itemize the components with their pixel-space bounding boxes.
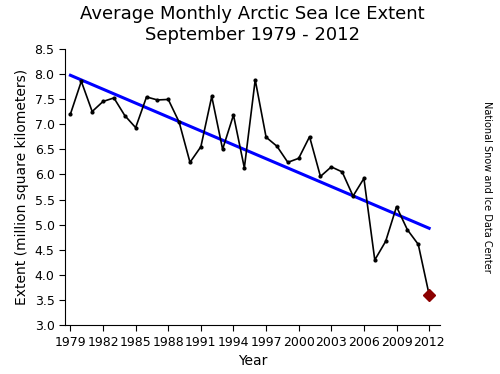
Text: National Snow and Ice Data Center: National Snow and Ice Data Center: [482, 101, 492, 273]
X-axis label: Year: Year: [238, 354, 267, 368]
Title: Average Monthly Arctic Sea Ice Extent
September 1979 - 2012: Average Monthly Arctic Sea Ice Extent Se…: [80, 6, 425, 44]
Y-axis label: Extent (million square kilometers): Extent (million square kilometers): [15, 69, 29, 305]
